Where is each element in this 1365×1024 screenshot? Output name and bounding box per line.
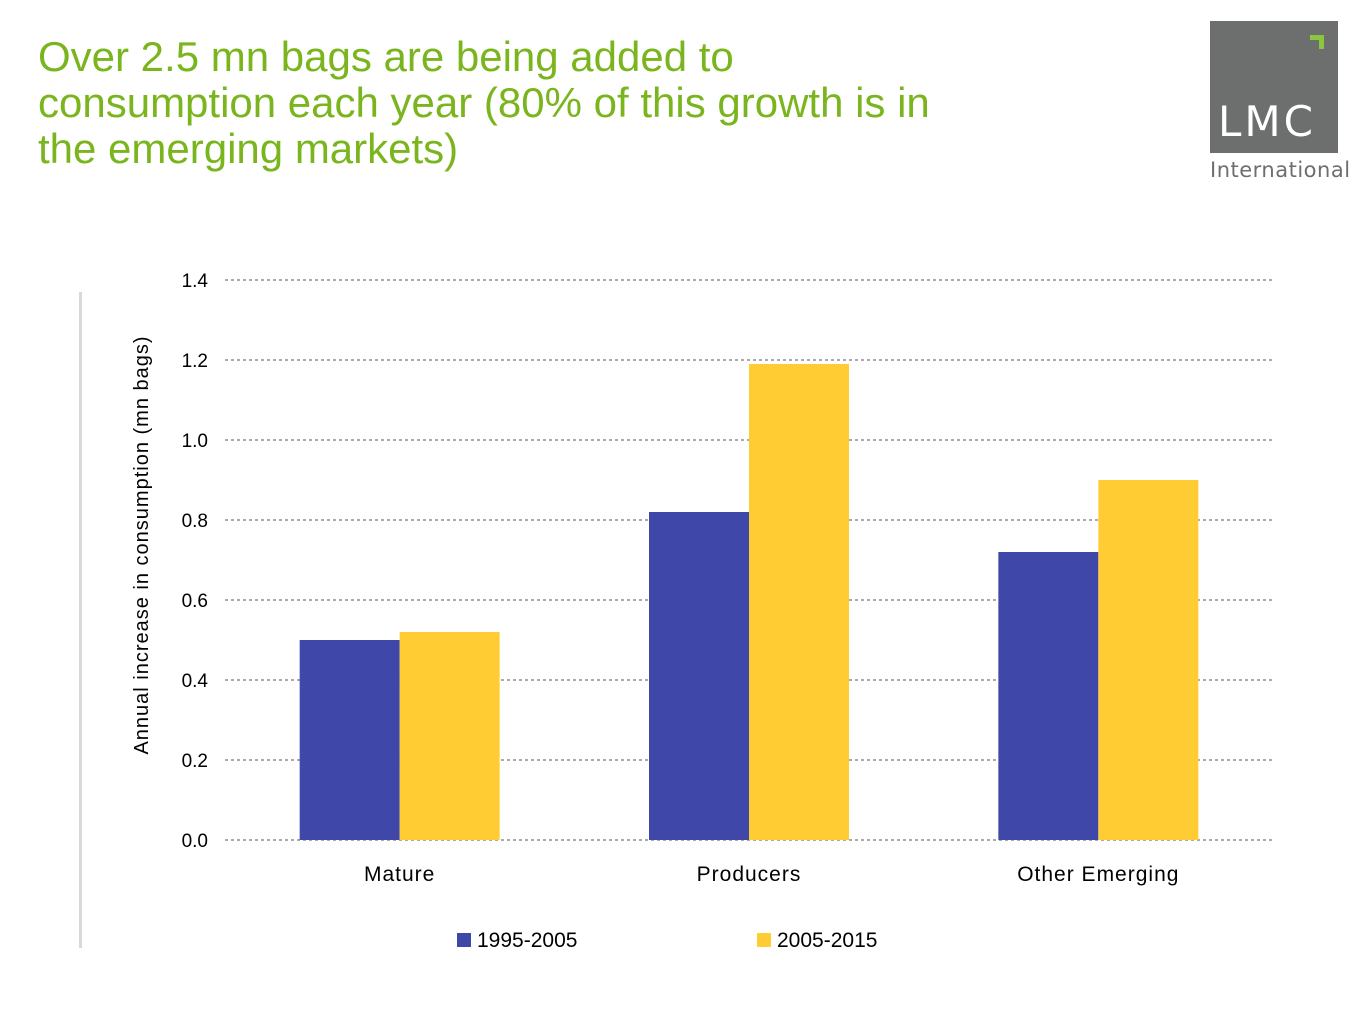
y-tick-label: 0.6 [182,591,208,612]
slide-title-line-3: the emerging markets) [38,125,459,172]
bar [998,552,1099,840]
x-category-label: Other Emerging [1017,863,1179,886]
logo-subtitle: International [1210,158,1351,182]
slide-title-line-2: consumption each year (80% of this growt… [38,79,930,126]
bar [399,632,500,840]
bar [649,512,749,840]
y-tick-label: 0.2 [182,751,208,772]
logo-corner-mark [1310,35,1324,49]
bar [749,364,849,840]
bar [1098,480,1199,840]
y-tick-label: 1.2 [182,351,208,372]
y-tick-label: 1.0 [182,431,208,452]
bar [299,640,400,840]
y-tick-label: 0.0 [182,831,208,852]
legend-label: 2005-2015 [777,929,877,952]
x-category-label: Producers [697,863,802,886]
y-tick-label: 0.8 [182,511,208,532]
legend-label: 1995-2005 [477,929,577,952]
y-axis-title: Annual increase in consumption (mn bags) [131,335,153,754]
x-category-label: Mature [364,863,435,886]
slide-title: Over 2.5 mn bags are being added to cons… [38,34,1158,172]
slide-title-line-1: Over 2.5 mn bags are being added to [38,33,734,80]
lmc-logo: LMC [1210,21,1338,153]
logo-wordmark: LMC [1218,97,1316,146]
legend-swatch [457,933,471,947]
legend-swatch [757,933,771,947]
side-divider [79,292,82,948]
y-tick-label: 1.4 [182,271,209,292]
y-tick-label: 0.4 [182,671,209,692]
